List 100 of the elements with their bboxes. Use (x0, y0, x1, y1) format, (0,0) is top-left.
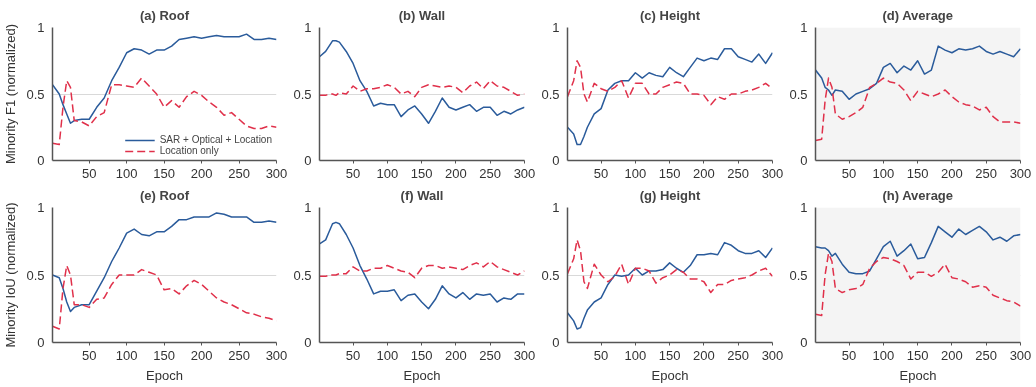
y-tick-label: 0.5 (789, 267, 808, 283)
y-tick-label: 0 (304, 335, 312, 350)
x-axis-title: Epoch (146, 367, 183, 383)
x-tick-label: 200 (190, 347, 213, 363)
y-tick-label: 0.5 (293, 86, 312, 102)
y-tick-label: 0 (37, 153, 45, 168)
y-tick-label: 0.5 (789, 86, 808, 102)
line-series (815, 252, 1021, 317)
chart-title: (d) Average (882, 7, 954, 23)
x-tick-label: 200 (941, 347, 963, 363)
x-tick-label: 300 (1009, 165, 1032, 181)
x-tick-label: 100 (872, 165, 895, 181)
x-axis-title: Epoch (899, 367, 937, 383)
x-tick-label: 50 (593, 347, 609, 363)
x-tick-label: 150 (658, 165, 681, 181)
y-tick-label: 1 (37, 200, 45, 215)
x-tick-label: 200 (445, 165, 467, 181)
x-axis-title: Epoch (651, 367, 689, 383)
x-tick-label: 300 (265, 165, 288, 181)
y-axis-title: Minority F1 (normalized) (3, 23, 19, 165)
y-tick-label: 0.5 (541, 86, 560, 102)
line-series (319, 221, 525, 310)
x-tick-label: 150 (906, 347, 929, 363)
x-tick-label: 250 (228, 347, 250, 363)
line-series (815, 225, 1021, 275)
x-tick-label: 250 (228, 165, 250, 181)
y-tick-label: 1 (37, 20, 45, 35)
chart-title: (c) Height (640, 7, 701, 23)
x-tick-label: 200 (445, 347, 467, 363)
x-tick-label: 50 (593, 165, 609, 181)
line-series (52, 77, 277, 146)
y-tick-label: 0 (304, 153, 312, 168)
line-series (567, 60, 773, 106)
chart-title: (a) Roof (139, 7, 190, 23)
x-tick-label: 100 (115, 165, 138, 181)
x-tick-label: 50 (345, 347, 361, 363)
chart-title: (e) Roof (139, 187, 190, 203)
x-tick-label: 200 (693, 347, 715, 363)
line-series (319, 40, 525, 125)
y-tick-label: 0 (37, 335, 45, 350)
y-tick-label: 1 (552, 20, 560, 35)
x-tick-label: 200 (190, 165, 213, 181)
x-tick-label: 50 (841, 165, 857, 181)
chart-title: (f) Wall (400, 187, 444, 203)
x-axis-title: Epoch (403, 367, 441, 383)
y-tick-label: 1 (304, 200, 312, 215)
y-axis-title: Minority IoU (normalized) (3, 202, 19, 348)
x-tick-label: 150 (153, 347, 175, 363)
y-tick-label: 0 (552, 335, 560, 350)
y-tick-label: 0.5 (541, 267, 560, 283)
x-tick-label: 250 (479, 347, 502, 363)
chart-title: (b) Wall (398, 7, 446, 23)
x-tick-label: 300 (1009, 347, 1032, 363)
x-tick-label: 100 (376, 165, 399, 181)
y-tick-label: 0.5 (26, 267, 45, 283)
x-tick-label: 150 (906, 165, 929, 181)
chart-title: (h) Average (882, 187, 954, 203)
x-tick-label: 200 (693, 165, 715, 181)
x-tick-label: 50 (345, 165, 361, 181)
x-tick-label: 50 (81, 347, 97, 363)
x-tick-label: 150 (410, 165, 433, 181)
legend-label: SAR + Optical + Location (159, 134, 272, 145)
x-tick-label: 100 (872, 347, 895, 363)
y-tick-label: 0 (552, 153, 560, 168)
line-series (815, 77, 1021, 142)
line-series (52, 33, 277, 125)
x-tick-label: 100 (115, 347, 138, 363)
chart-title: (g) Height (639, 187, 701, 203)
y-tick-label: 0.5 (293, 267, 312, 283)
x-tick-label: 50 (841, 347, 857, 363)
y-tick-label: 0 (800, 153, 808, 168)
x-tick-label: 200 (941, 165, 963, 181)
line-series (815, 45, 1021, 101)
y-tick-label: 0.5 (26, 86, 45, 102)
x-tick-label: 300 (761, 165, 784, 181)
x-tick-label: 250 (479, 165, 502, 181)
x-tick-label: 100 (624, 347, 647, 363)
x-tick-label: 150 (153, 165, 175, 181)
legend-label: Location only (159, 145, 219, 156)
y-tick-label: 1 (800, 200, 808, 215)
line-series (567, 241, 773, 330)
x-tick-label: 300 (761, 347, 784, 363)
x-tick-label: 250 (727, 347, 750, 363)
x-tick-label: 250 (975, 347, 998, 363)
y-tick-label: 1 (304, 20, 312, 35)
line-series (567, 239, 773, 294)
x-tick-label: 100 (376, 347, 399, 363)
line-series (52, 212, 277, 313)
y-tick-label: 0 (800, 335, 808, 350)
y-tick-label: 1 (552, 200, 560, 215)
x-tick-label: 250 (727, 165, 750, 181)
x-tick-label: 50 (81, 165, 97, 181)
x-tick-label: 150 (658, 347, 681, 363)
x-tick-label: 150 (410, 347, 433, 363)
x-tick-label: 300 (513, 165, 536, 181)
x-tick-label: 100 (624, 165, 647, 181)
line-series (567, 48, 773, 146)
y-tick-label: 1 (800, 20, 808, 35)
x-tick-label: 300 (265, 347, 288, 363)
x-tick-label: 250 (975, 165, 998, 181)
